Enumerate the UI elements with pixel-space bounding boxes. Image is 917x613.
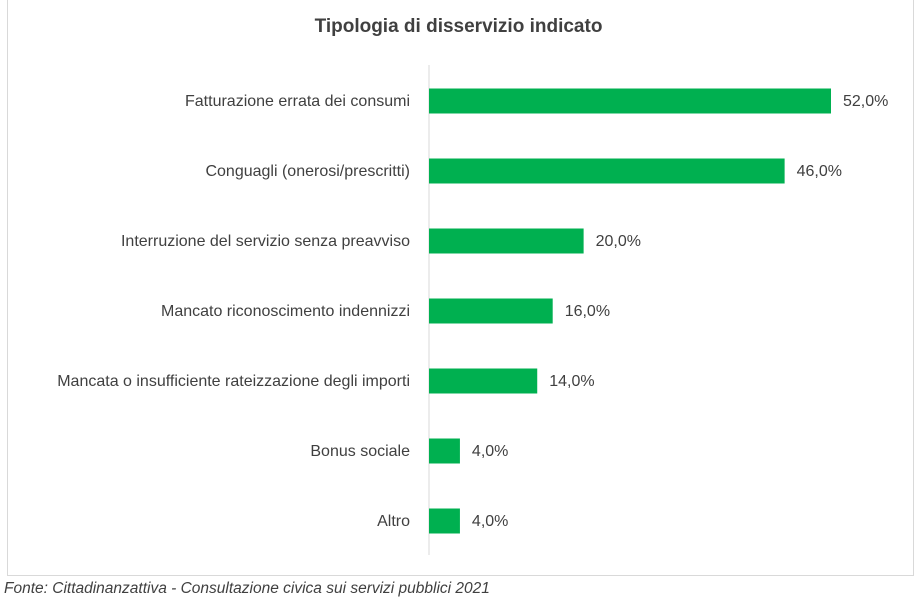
data-label: 14,0%: [549, 373, 594, 390]
data-label: 4,0%: [472, 513, 508, 530]
category-label: Mancato riconoscimento indennizzi: [161, 303, 410, 320]
category-label: Bonus sociale: [310, 443, 410, 460]
category-label: Mancata o insufficiente rateizzazione de…: [57, 373, 410, 390]
category-label: Altro: [377, 513, 410, 530]
source-note: Fonte: Cittadinanzattiva - Consultazione…: [4, 580, 490, 597]
category-label: Conguagli (onerosi/prescritti): [205, 163, 410, 180]
data-label: 20,0%: [596, 233, 641, 250]
bar: [429, 508, 460, 534]
bar: [429, 228, 584, 254]
bar: [429, 158, 785, 184]
data-label: 16,0%: [565, 303, 610, 320]
bar: [429, 88, 831, 114]
bar: [429, 368, 538, 394]
data-label: 52,0%: [843, 93, 888, 110]
data-label: 46,0%: [797, 163, 842, 180]
bar-chart: Fatturazione errata dei consumi 52,0% Cong…: [57, 65, 888, 555]
category-label: Fatturazione errata dei consumi: [185, 93, 410, 110]
data-label: 4,0%: [472, 443, 508, 460]
bar: [429, 298, 553, 324]
chart-title: Tipologia di disservizio indicato: [314, 16, 603, 37]
bar: [429, 438, 460, 464]
category-label: Interruzione del servizio senza preavvis…: [121, 233, 410, 250]
